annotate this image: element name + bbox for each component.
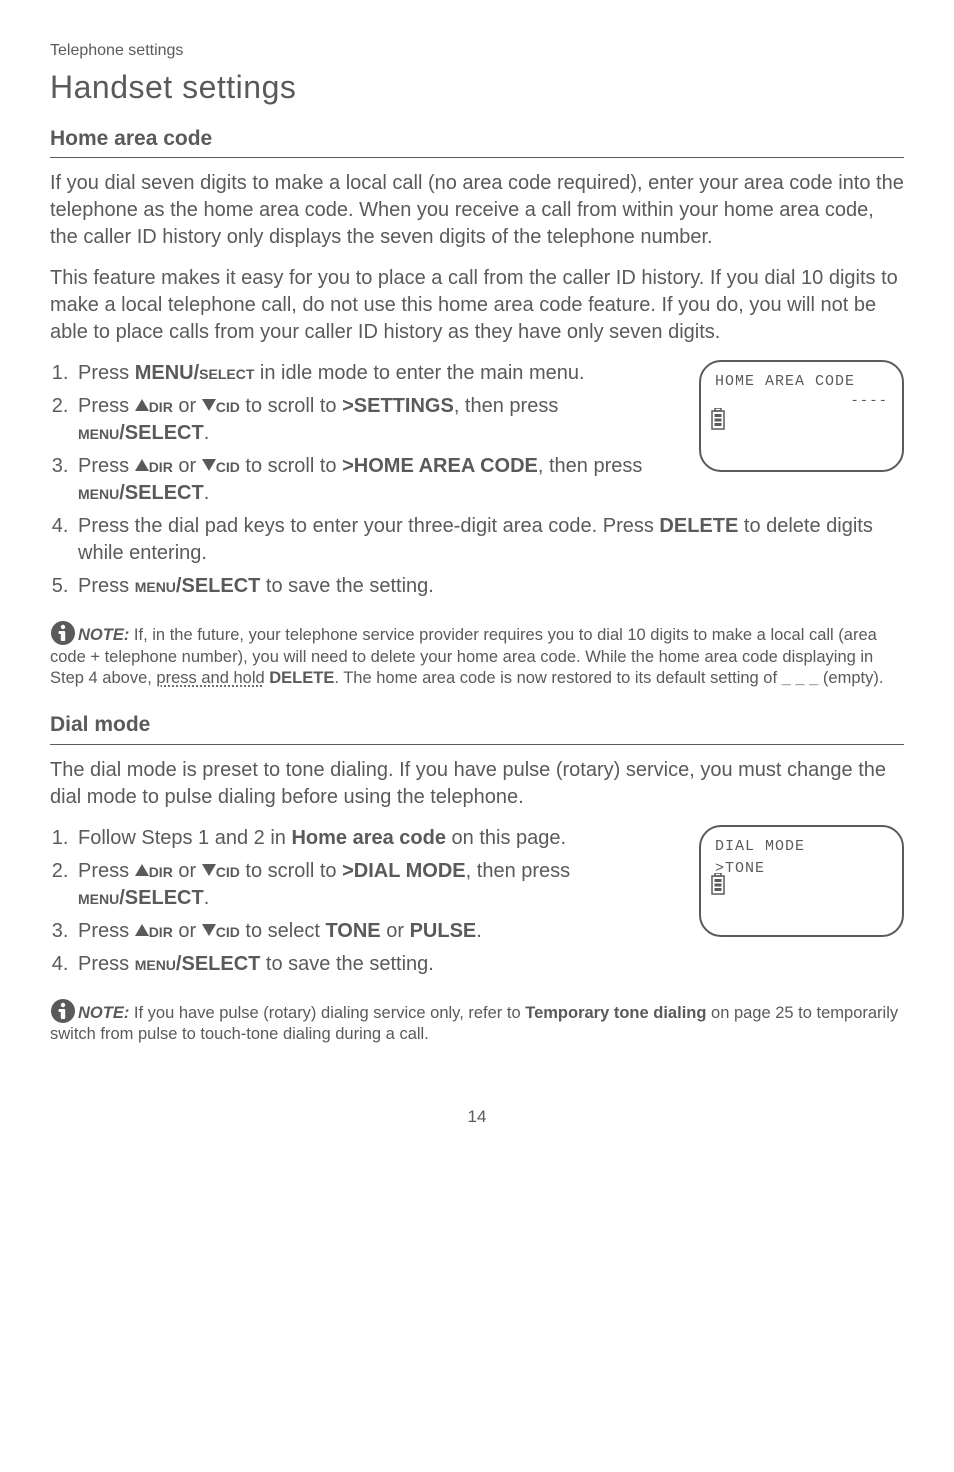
text: /SELECT [119,887,203,909]
text: to scroll to [240,455,342,477]
paragraph: If you dial seven digits to make a local… [50,170,904,251]
step-item: Press the dial pad keys to enter your th… [74,513,904,567]
text: . [204,887,210,909]
text: , then press [454,395,559,417]
text: on this page. [446,827,566,849]
text: or [173,920,202,942]
section-heading-home-area-code: Home area code [50,125,904,153]
lcd-line: DIAL MODE [715,837,892,857]
text: menu [78,482,119,504]
text: If you have pulse (rotary) dialing servi… [129,1004,525,1022]
text: or [173,395,202,417]
text: menu [78,887,119,909]
text: MENU/ [135,362,199,384]
info-icon [50,620,76,646]
battery-icon [711,408,725,430]
text: press and hold [156,669,264,687]
text: /SELECT [119,482,203,504]
text: /SELECT [176,953,260,975]
text: to save the setting. [260,575,433,597]
text: . [204,422,210,444]
arrow-up-icon [135,459,149,471]
paragraph: The dial mode is preset to tone dialing.… [50,757,904,811]
text: TONE [325,920,380,942]
text: , then press [538,455,643,477]
text: DELETE [269,669,334,687]
text: dir [149,920,173,942]
text: PULSE [410,920,477,942]
text: >SETTINGS [342,395,454,417]
text: or [173,455,202,477]
text: Press the dial pad keys to enter your th… [78,515,659,537]
text: select [199,362,254,384]
note-label: NOTE: [78,626,129,644]
lcd-screen-home-area-code: HOME AREA CODE ---- [699,360,904,472]
text: . [476,920,482,942]
lcd-line: >TONE [715,859,892,879]
paragraph: This feature makes it easy for you to pl… [50,265,904,346]
arrow-up-icon [135,399,149,411]
step-item: Press menu/SELECT to save the setting. [74,951,904,978]
text: Press [78,575,135,597]
text: Press [78,953,135,975]
lcd-cursor: ---- [850,392,888,411]
arrow-up-icon [135,864,149,876]
text: Press [78,395,135,417]
note-label: NOTE: [78,1004,129,1022]
text: dir [149,860,173,882]
lcd-screen-dial-mode: DIAL MODE >TONE [699,825,904,937]
lcd-line: HOME AREA CODE [715,372,892,392]
note-block: NOTE: If you have pulse (rotary) dialing… [50,998,904,1046]
text: Press [78,920,135,942]
text: dir [149,395,173,417]
breadcrumb: Telephone settings [50,40,904,62]
section-heading-dial-mode: Dial mode [50,711,904,739]
text: cid [216,920,240,942]
text: in idle mode to enter the main menu. [254,362,584,384]
text: Temporary tone dialing [525,1004,706,1022]
text: cid [216,860,240,882]
arrow-down-icon [202,459,216,471]
text: (empty). [818,669,883,687]
text: or [173,860,202,882]
divider [50,157,904,158]
text: cid [216,395,240,417]
divider [50,744,904,745]
text: menu [135,575,176,597]
arrow-down-icon [202,924,216,936]
text: menu [135,953,176,975]
text: to select [240,920,326,942]
text: Home area code [291,827,446,849]
text: cid [216,455,240,477]
text: /SELECT [176,575,260,597]
text: Follow Steps 1 and 2 in [78,827,291,849]
info-icon [50,998,76,1024]
text: >DIAL MODE [342,860,466,882]
page-title: Handset settings [50,66,904,109]
text: . [204,482,210,504]
text: Press [78,860,135,882]
arrow-down-icon [202,864,216,876]
text: to save the setting. [260,953,433,975]
battery-icon [711,873,725,895]
arrow-down-icon [202,399,216,411]
text: DELETE [659,515,738,537]
text: to scroll to [240,395,342,417]
text: _ _ _ [782,669,819,687]
text: menu [78,422,119,444]
text: or [381,920,410,942]
step-item: Press menu/SELECT to save the setting. [74,573,904,600]
text: Press [78,455,135,477]
text: Press [78,362,135,384]
text: dir [149,455,173,477]
text: /SELECT [119,422,203,444]
text: , then press [466,860,571,882]
page-number: 14 [50,1106,904,1129]
text: to scroll to [240,860,342,882]
arrow-up-icon [135,924,149,936]
text: >HOME AREA CODE [342,455,538,477]
text: . The home area code is now restored to … [334,669,781,687]
note-block: NOTE: If, in the future, your telephone … [50,620,904,689]
